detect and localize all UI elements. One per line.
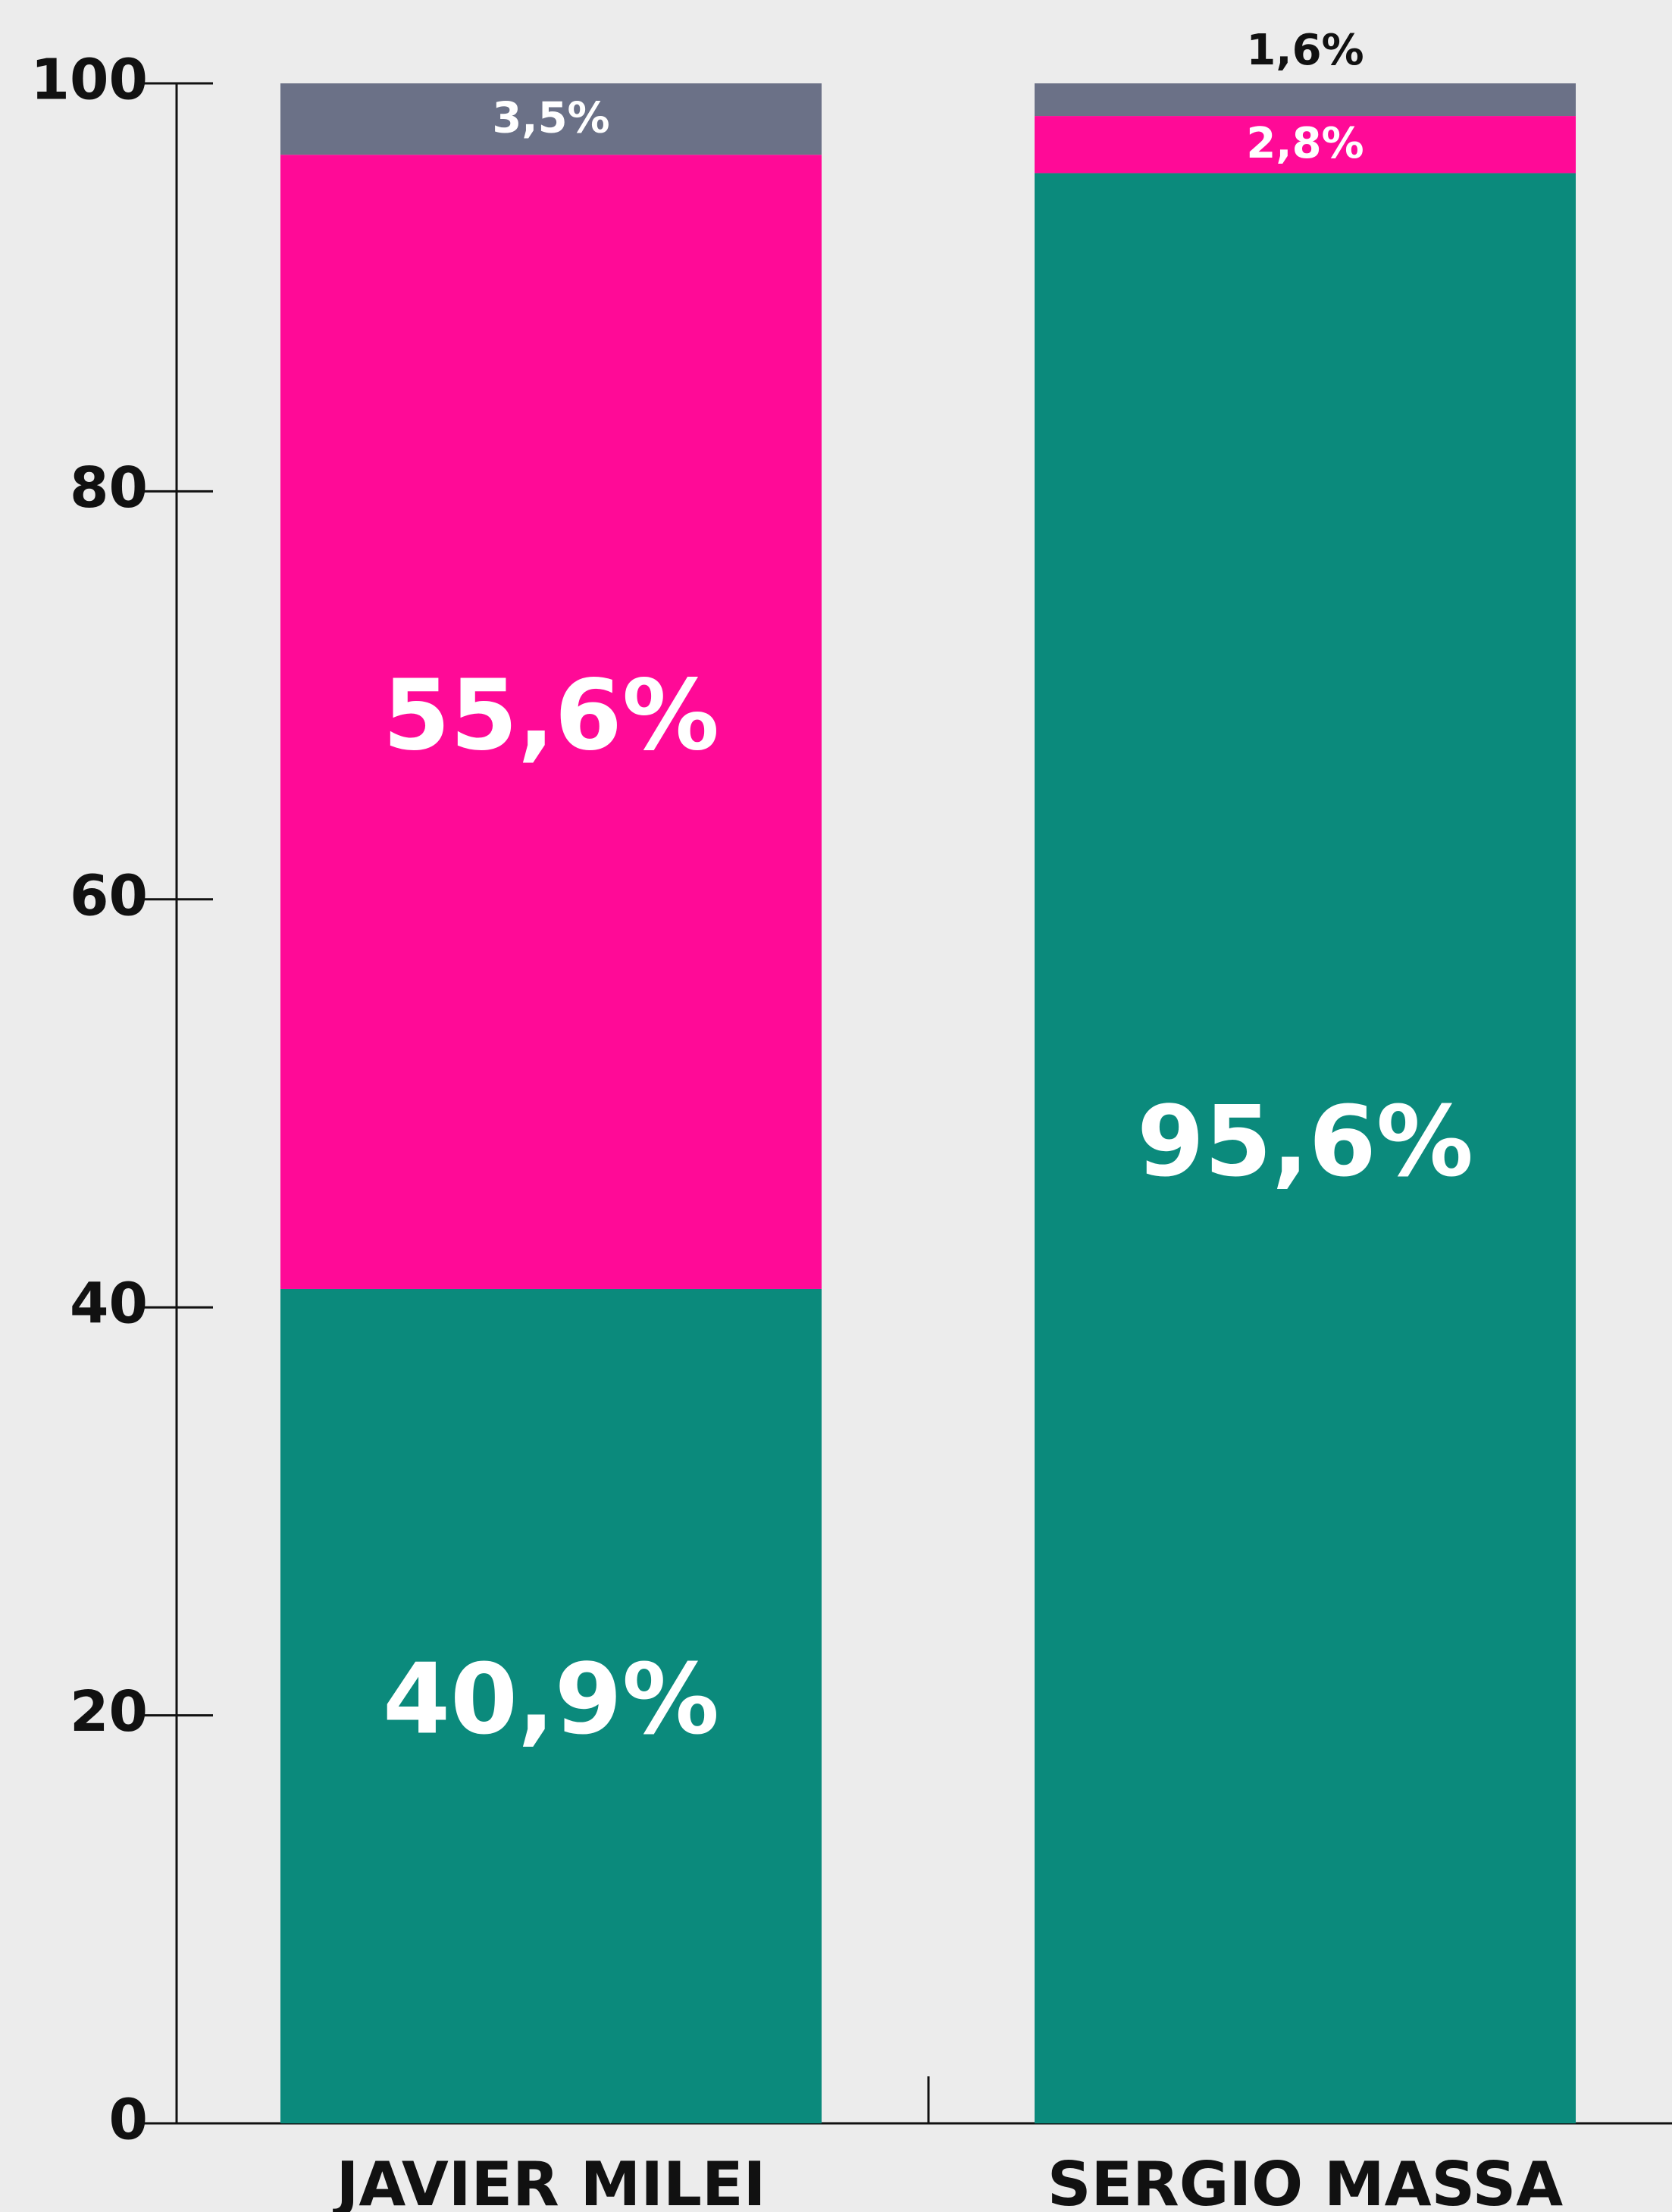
y-tick-label: 100 (31, 48, 148, 113)
value-label: 3,5% (492, 93, 609, 142)
y-tick-label: 0 (109, 2088, 149, 2153)
value-label: 55,6% (383, 659, 719, 772)
bar-segment (280, 83, 822, 155)
y-tick-label: 80 (70, 455, 148, 521)
y-tick-label: 40 (70, 1272, 148, 1337)
value-label: 1,6% (1246, 26, 1364, 75)
value-label: 95,6% (1137, 1085, 1473, 1198)
bar-segment (1035, 83, 1576, 117)
x-tick-label: JAVIER MILEI (333, 2149, 766, 2212)
value-label: 40,9% (383, 1644, 719, 1757)
y-tick-label: 20 (70, 1679, 148, 1744)
bar-segment (280, 1288, 822, 2123)
bar-segment (280, 155, 822, 1289)
y-tick-label: 60 (70, 863, 148, 928)
x-tick-label: SERGIO MASSA (1047, 2149, 1563, 2212)
value-label: 2,8% (1246, 119, 1364, 168)
bar-segment (1035, 116, 1576, 174)
bar-segment (1035, 173, 1576, 2123)
